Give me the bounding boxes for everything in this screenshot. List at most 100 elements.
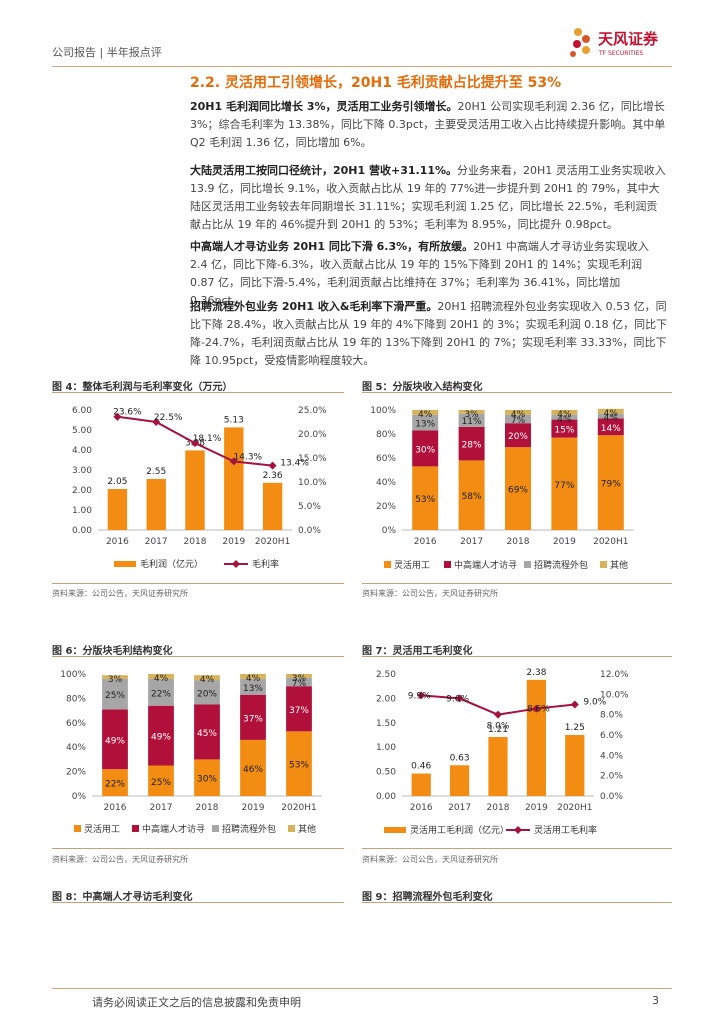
- paragraph-executive-search: 中高端人才寻访业务 20H1 同比下滑 6.3%，有所放缓。20H1 中高端人才…: [190, 240, 649, 307]
- bar: [262, 482, 283, 530]
- segment-label: 20%: [197, 689, 217, 699]
- y-tick-label: 80%: [376, 430, 396, 440]
- stack-segment: [102, 675, 128, 679]
- stack-segment: [597, 435, 624, 530]
- x-tick-label: 2018: [507, 537, 530, 547]
- legend-label: 招聘流程外包: [222, 823, 276, 835]
- y-tick-label: 6.00: [72, 406, 92, 416]
- line-value-label: 23.6%: [113, 408, 142, 418]
- y-tick-label: 60%: [376, 454, 396, 464]
- stack-segment: [505, 410, 531, 415]
- y-tick-label: 2.00: [72, 486, 92, 496]
- x-tick-label: 2017: [448, 803, 471, 813]
- y-tick-label: 40%: [376, 478, 396, 488]
- segment-label: 77%: [554, 481, 574, 491]
- fig8-title: 图 8：中高端人才寻访毛利变化: [52, 892, 193, 903]
- segment-label: 22%: [151, 689, 171, 699]
- legend-swatch: [384, 561, 391, 568]
- stack-segment: [102, 769, 128, 796]
- stack-segment: [148, 765, 174, 796]
- x-tick-label: 2017: [150, 803, 173, 813]
- line-point: [455, 694, 464, 703]
- line-value-label: 9.9%: [408, 691, 431, 701]
- fig5-title: 图 5：分版块收入结构变化: [362, 382, 483, 393]
- line-point: [532, 704, 541, 713]
- line-value-label: 8.6%: [527, 705, 550, 715]
- y-tick-label: 4.00: [72, 446, 92, 456]
- segment-label: 37%: [289, 706, 309, 716]
- x-tick-label: 2019: [553, 537, 576, 547]
- stack-segment: [551, 414, 578, 420]
- bar-value-label: 0.63: [450, 753, 470, 763]
- line-point: [268, 461, 277, 470]
- x-tick-label: 2016: [104, 803, 127, 813]
- segment-label: 53%: [415, 495, 435, 505]
- fig6-rule: [52, 656, 344, 657]
- segment-label: 4%: [557, 410, 572, 420]
- x-tick-label: 2020H1: [593, 537, 628, 547]
- stack-segment: [505, 414, 531, 424]
- bar-value-label: 0.46: [411, 762, 431, 772]
- y-tick-label: 60%: [66, 719, 86, 729]
- line-point: [417, 691, 426, 700]
- y-tick-label: 0.50: [376, 768, 396, 778]
- fig7-chart: 0.00 0.50 1.00 1.50 2.00 2.50 0.0% 2.0% 4.0% 6.0%…: [376, 668, 629, 836]
- x-tick-label: 2016: [414, 537, 437, 547]
- fig4-source-rule: [52, 583, 344, 584]
- segment-label: 79%: [601, 480, 621, 490]
- logo-dot-icon: [574, 28, 582, 36]
- line-point: [113, 412, 122, 421]
- stack-segment: [412, 430, 439, 467]
- segment-label: 7%: [292, 679, 307, 689]
- y-tick-label: 5.00: [72, 426, 92, 436]
- legend-label: 中高端人才访寻: [454, 559, 517, 571]
- y-tick-label: 0%: [382, 526, 397, 536]
- y-tick-label: 1.00: [72, 506, 92, 516]
- fig7-title: 图 7：灵活用工毛利变化: [362, 646, 473, 657]
- legend-label: 中高端人才访寻: [142, 823, 205, 835]
- legend-swatch: [444, 561, 451, 568]
- segment-label: 20%: [508, 432, 528, 442]
- stack-segment: [458, 410, 485, 414]
- segment-label: 15%: [554, 426, 574, 436]
- footer-rule: [52, 988, 672, 989]
- logo-cn: 天风证券: [598, 30, 659, 48]
- bar-value-label: 2.36: [263, 471, 283, 481]
- legend-bar-swatch: [384, 827, 406, 833]
- legend-swatch: [288, 825, 295, 832]
- fig5-chart: 0%20%40%60%80%100%53%30%13%4%201658%28%1…: [370, 406, 634, 571]
- bar: [224, 427, 244, 530]
- segment-label: 4%: [246, 674, 261, 684]
- stack-segment: [194, 704, 220, 760]
- segment-label: 30%: [415, 445, 435, 455]
- fig7-rule: [362, 656, 672, 657]
- y2-tick-label: 4.0%: [600, 751, 623, 761]
- segment-label: 4%: [557, 415, 572, 425]
- y-tick-label: 100%: [370, 406, 396, 416]
- segment-label: 30%: [197, 775, 217, 785]
- stack-segment: [194, 759, 220, 796]
- fig4-rule: [52, 392, 344, 393]
- fig6-title: 图 6：分版块毛利结构变化: [52, 646, 173, 657]
- stack-segment: [458, 426, 485, 461]
- logo-dot-icon: [582, 35, 590, 43]
- stack-segment: [551, 437, 578, 530]
- line-value-label: 13.4%: [280, 459, 309, 469]
- segment-label: 14%: [601, 424, 621, 434]
- x-tick-label: 2017: [145, 537, 168, 547]
- segment-label: 53%: [289, 761, 309, 771]
- line-point: [570, 700, 579, 709]
- y-tick-label: 1.00: [376, 743, 396, 753]
- y-tick-label: 1.50: [376, 719, 396, 729]
- legend-label: 其他: [610, 559, 628, 571]
- line-point: [229, 457, 238, 466]
- logo-en: TF SECURITIES: [598, 50, 643, 57]
- line-point: [191, 439, 199, 448]
- x-tick-label: 2020H1: [557, 803, 592, 813]
- legend-swatch: [600, 561, 607, 568]
- fig6-source: 资料来源：公司公告，天风证券研究所: [52, 855, 188, 864]
- stack-segment: [412, 414, 439, 431]
- stack-segment: [240, 674, 266, 679]
- stack-segment: [148, 674, 174, 679]
- stack-segment: [286, 731, 312, 796]
